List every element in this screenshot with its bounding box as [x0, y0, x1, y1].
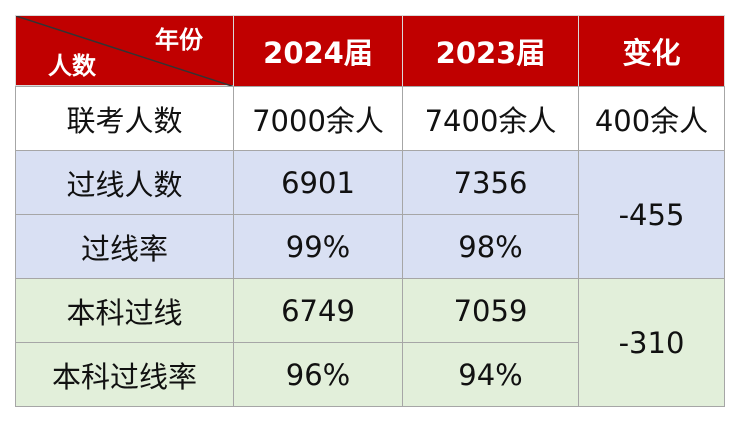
column-header: 2024届 — [233, 15, 403, 87]
cell: 96% — [233, 342, 403, 407]
column-header: 变化 — [578, 15, 725, 87]
column-header: 2023届 — [402, 15, 579, 87]
cell: 7000余人 — [233, 86, 403, 151]
corner-top: 年份 — [155, 26, 203, 54]
change-cell: -310 — [578, 278, 725, 407]
cell: 6901 — [233, 150, 403, 215]
cell: 98% — [402, 214, 579, 279]
corner-cell: 年份 人数 — [15, 15, 235, 87]
cell: 7400余人 — [402, 86, 579, 151]
diagonal — [16, 16, 235, 87]
row-label: 本科过线 — [15, 278, 234, 343]
cell: 400余人 — [578, 86, 725, 151]
cell: 6749 — [233, 278, 403, 343]
cell: 94% — [402, 342, 579, 407]
row-label: 本科过线率 — [15, 342, 234, 407]
corner-bottom: 人数 — [48, 52, 96, 80]
cell: 99% — [233, 214, 403, 279]
row-label: 过线率 — [15, 214, 234, 279]
change-cell: -455 — [578, 150, 725, 279]
row-label: 过线人数 — [15, 150, 234, 215]
cell: 7059 — [402, 278, 579, 343]
row-label: 联考人数 — [15, 86, 234, 151]
cell: 7356 — [402, 150, 579, 215]
